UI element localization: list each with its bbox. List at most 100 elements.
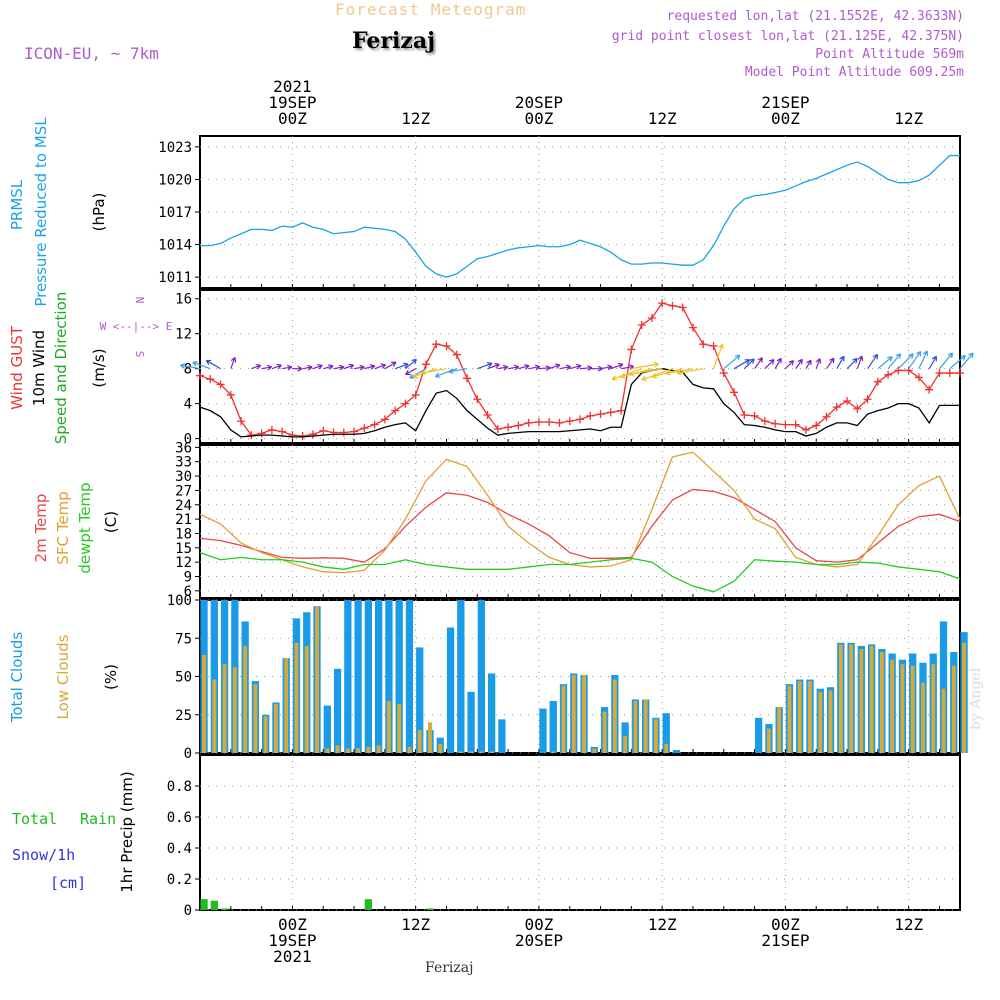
gust-point bbox=[935, 369, 944, 378]
ytick-label-temperature: 30 bbox=[175, 469, 192, 485]
bar-total-clouds bbox=[498, 719, 506, 753]
gust-point bbox=[760, 417, 769, 426]
axis-title-gust: Wind GUST bbox=[8, 325, 26, 410]
wind-direction-arrow bbox=[836, 355, 845, 369]
gust-point bbox=[873, 377, 882, 386]
footer-location: Ferizaj bbox=[425, 960, 474, 976]
ytick-label-temperature: 9 bbox=[184, 569, 192, 585]
wind-direction-arrow bbox=[733, 359, 751, 370]
gust-point bbox=[565, 417, 574, 426]
precip-label-rain: Rain bbox=[80, 810, 116, 828]
gust-point bbox=[925, 385, 934, 394]
bar-total-rain bbox=[200, 899, 208, 910]
ytick-label-pressure: 1023 bbox=[158, 140, 192, 156]
bar-low-clouds bbox=[315, 606, 319, 753]
axis-title-pressure: Pressure Reduced to MSL bbox=[32, 117, 50, 307]
gust-point bbox=[730, 388, 739, 397]
wind-direction-arrow bbox=[856, 355, 864, 369]
series-line-2m-temp bbox=[199, 488, 961, 563]
wind-direction-arrow bbox=[784, 360, 795, 370]
axis-title-wind: 10m Wind bbox=[30, 330, 48, 406]
gust-point bbox=[596, 410, 605, 419]
wind-direction-arrow bbox=[497, 364, 509, 371]
wind-direction-arrow bbox=[712, 343, 724, 369]
bar-low-clouds bbox=[612, 679, 617, 753]
gust-point bbox=[843, 397, 852, 406]
gust-point bbox=[801, 425, 810, 434]
gust-point bbox=[288, 431, 297, 440]
bar-low-clouds bbox=[561, 685, 566, 753]
bar-low-clouds bbox=[633, 700, 638, 753]
wind-direction-arrow bbox=[676, 368, 704, 376]
top-time-label: 12Z bbox=[648, 109, 677, 128]
gust-point bbox=[627, 345, 636, 354]
bar-low-clouds bbox=[654, 719, 658, 753]
bar-low-clouds bbox=[941, 688, 946, 753]
wind-direction-arrow bbox=[928, 355, 937, 369]
bar-total-clouds bbox=[446, 627, 455, 753]
ytick-label-clouds: 25 bbox=[175, 708, 192, 724]
gust-point bbox=[545, 418, 554, 427]
signature: by Angel bbox=[968, 667, 984, 730]
gust-point bbox=[442, 341, 451, 350]
ytick-label-temperature: 12 bbox=[175, 555, 192, 571]
bar-low-clouds bbox=[551, 751, 556, 753]
bar-low-clouds bbox=[274, 704, 278, 753]
panel-frame-wind bbox=[199, 289, 961, 444]
wind-direction-arrow bbox=[743, 358, 755, 370]
gust-point bbox=[421, 360, 430, 369]
gust-point bbox=[709, 341, 718, 350]
ytick-label-temperature: 15 bbox=[175, 541, 192, 557]
series-line-sfc-temp bbox=[199, 451, 961, 574]
bar-low-clouds bbox=[345, 748, 350, 753]
gust-point bbox=[360, 424, 369, 433]
gust-point bbox=[812, 421, 821, 430]
wind-direction-arrow bbox=[353, 364, 365, 371]
wind-direction-arrow bbox=[559, 364, 572, 371]
bar-low-clouds bbox=[417, 730, 422, 753]
wind-direction-arrow bbox=[323, 364, 334, 370]
gust-point bbox=[278, 427, 287, 436]
axis-unit-clouds: (%) bbox=[102, 664, 120, 690]
wind-direction-arrow bbox=[192, 360, 211, 370]
compass-we: W <--|--> E bbox=[100, 320, 173, 333]
bar-total-clouds bbox=[395, 600, 403, 753]
wind-direction-arrow bbox=[569, 363, 582, 370]
bar-low-clouds bbox=[869, 645, 874, 753]
wind-direction-arrow bbox=[364, 364, 376, 370]
gust-point bbox=[668, 301, 677, 310]
ytick-label-temperature: 21 bbox=[175, 512, 192, 528]
wind-direction-arrow bbox=[230, 356, 237, 369]
gust-point bbox=[267, 425, 276, 434]
wind-direction-arrow bbox=[877, 356, 893, 370]
bar-low-clouds bbox=[766, 728, 771, 753]
bar-low-clouds bbox=[900, 664, 905, 753]
bar-low-clouds bbox=[458, 751, 463, 753]
wind-direction-arrow bbox=[302, 364, 313, 371]
gust-point bbox=[329, 428, 338, 437]
precip-label-cm: [cm] bbox=[50, 874, 86, 892]
bar-low-clouds bbox=[808, 681, 812, 753]
bar-total-rain bbox=[210, 900, 218, 910]
gust-point bbox=[196, 371, 204, 380]
wind-direction-arrow bbox=[548, 363, 561, 370]
gust-point bbox=[853, 404, 862, 413]
ytick-label-clouds: 100 bbox=[167, 593, 192, 609]
wind-direction-arrow bbox=[774, 357, 782, 369]
wind-direction-arrow bbox=[434, 368, 457, 378]
wind-direction-arrow bbox=[405, 368, 416, 376]
axis-unit-precip: 1hr Precip (mm) bbox=[118, 771, 136, 892]
gust-point bbox=[832, 403, 841, 412]
gust-point bbox=[688, 323, 697, 332]
ytick-label-pressure: 1017 bbox=[158, 205, 192, 221]
ytick-label-temperature: 36 bbox=[175, 440, 192, 456]
gust-point bbox=[771, 419, 780, 428]
gust-point bbox=[411, 390, 420, 399]
gust-point bbox=[206, 375, 215, 384]
bar-total-clouds bbox=[385, 600, 393, 753]
gust-point bbox=[452, 350, 461, 359]
gust-point bbox=[216, 380, 225, 389]
top-time-label: 20SEP bbox=[515, 93, 563, 112]
gust-point bbox=[463, 374, 472, 383]
ytick-label-precip: 0.6 bbox=[167, 810, 192, 826]
